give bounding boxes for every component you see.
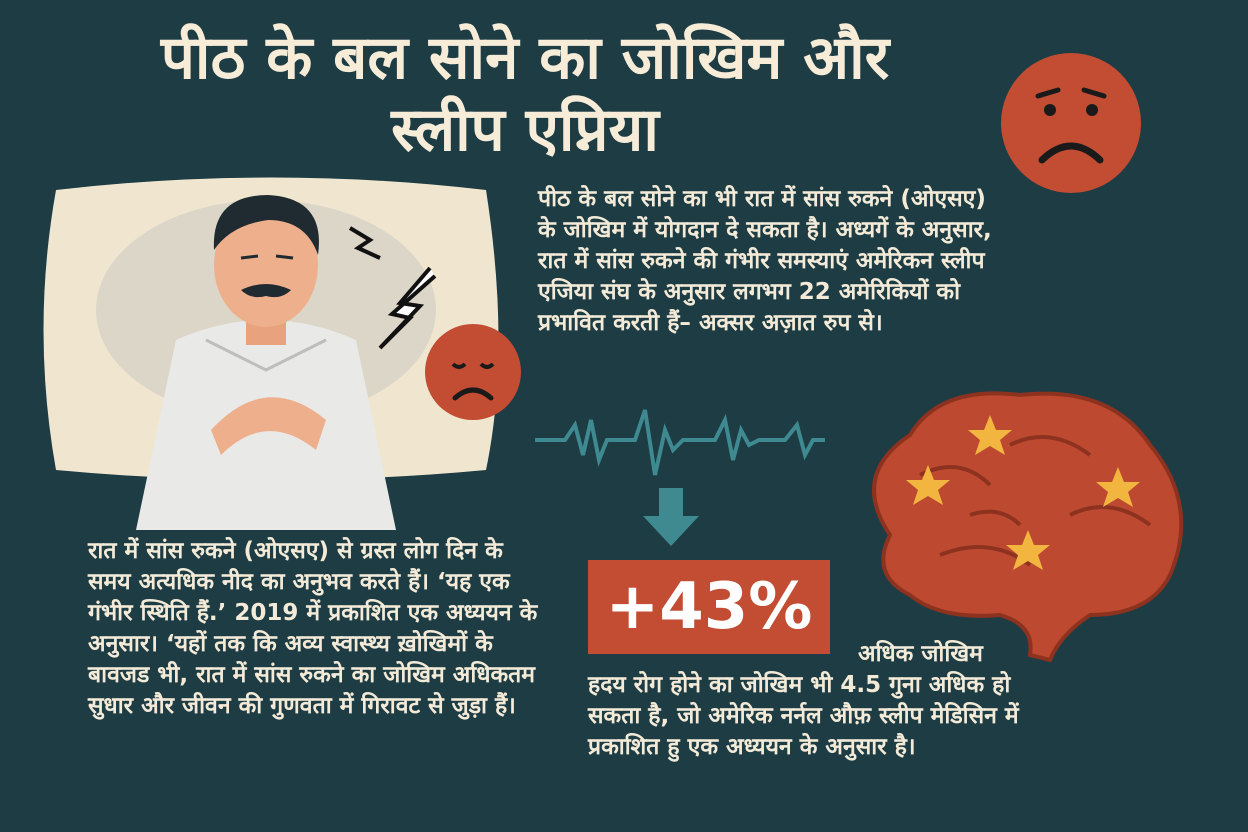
brain-icon [872,391,1184,663]
down-arrow-icon [643,488,699,546]
title-line-2: स्लीप एप्निया [391,95,659,165]
ecg-line-icon [535,409,825,476]
left-text: रात में सांस रुकने (ओएसए) से ग्रस्त लोग … [88,538,538,719]
page-title: पीठ के बल सोने का जोखिम और स्लीप एप्निया [60,22,990,166]
intro-text: पीठ के बल सोने का भी रात में सांस रुकने … [538,186,992,336]
title-line-1: पीठ के बल सोने का जोखिम और [160,23,890,93]
stat-value: +43% [588,560,830,654]
bottom-text: हदय रोग होने का जोखिम भी 4.5 गुना अधिक ह… [588,672,1019,760]
stat-label: अधिक जोखिम [858,641,983,667]
star-icons [906,415,1140,570]
sleeping-man-illustration [43,177,499,530]
sad-face-icon [1001,53,1141,193]
lightning-icon [348,226,437,350]
sad-face-icon [425,324,521,420]
